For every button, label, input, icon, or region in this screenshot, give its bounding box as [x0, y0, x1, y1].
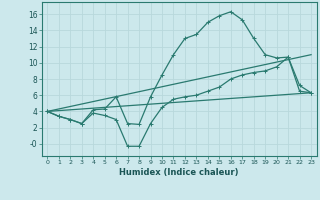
X-axis label: Humidex (Indice chaleur): Humidex (Indice chaleur) [119, 168, 239, 177]
